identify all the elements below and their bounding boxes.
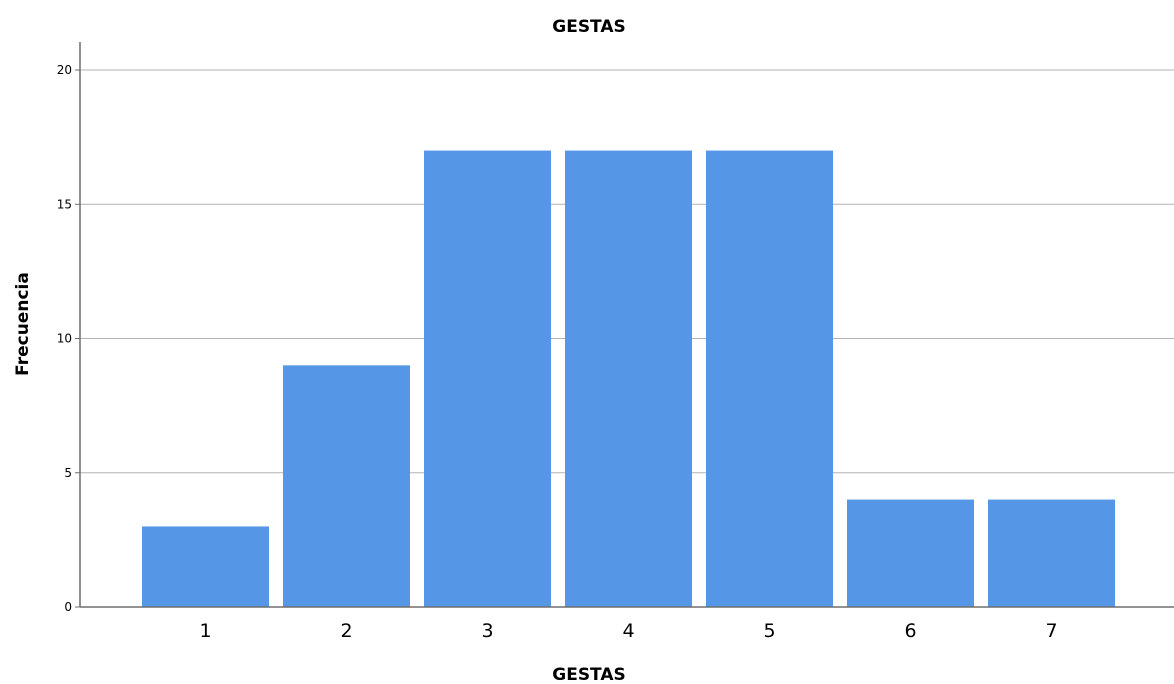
x-tick-label: 6 — [904, 620, 916, 642]
bars — [142, 150, 1115, 608]
x-tick-label: 3 — [481, 620, 493, 642]
y-tick-label: 10 — [57, 332, 72, 346]
x-tick-label: 2 — [340, 620, 352, 642]
x-tick-label: 4 — [622, 620, 634, 642]
x-axis-title: GESTAS — [552, 665, 626, 684]
bar-5 — [706, 150, 833, 608]
x-tick-label: 7 — [1045, 620, 1057, 642]
y-tick-label: 0 — [64, 600, 72, 614]
x-axis-ticks: 1 2 3 4 5 6 7 — [199, 620, 1057, 642]
x-tick-label: 1 — [199, 620, 211, 642]
bar-7 — [988, 499, 1115, 607]
y-tick-label: 5 — [64, 466, 72, 480]
bar-2 — [283, 365, 410, 607]
bar-4 — [565, 150, 692, 608]
bar-1 — [142, 526, 269, 607]
bar-6 — [847, 499, 974, 607]
bar-3 — [424, 150, 551, 608]
chart-title: GESTAS — [552, 17, 626, 37]
y-axis-ticks: 0 5 10 15 20 — [57, 63, 80, 614]
y-tick-label: 20 — [57, 63, 72, 77]
x-tick-label: 5 — [763, 620, 775, 642]
y-tick-label: 15 — [57, 197, 72, 211]
y-axis-title: Frecuencia — [13, 272, 33, 376]
